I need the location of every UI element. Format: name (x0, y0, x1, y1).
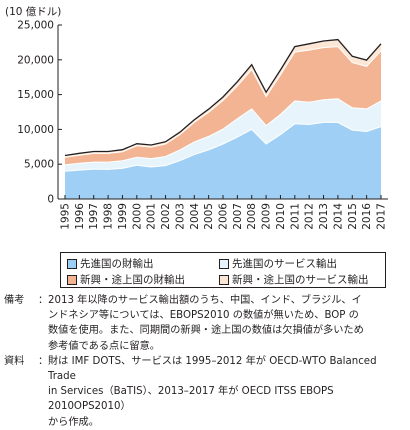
x-tick-label: 2007 (232, 203, 244, 230)
x-tick-label: 2006 (218, 203, 230, 230)
note-separator: ： (38, 355, 49, 367)
legend-label: 先進国の財輸出 (80, 258, 154, 270)
note-text: 2013 年以降のサービス輸出額のうち、中国、インド、ブラジル、イ ンドネシア等に… (48, 293, 406, 354)
note-line: 2013 年以降のサービス輸出額のうち、中国、インド、ブラジル、イ (48, 295, 362, 306)
y-tick-label: 0 (47, 194, 54, 206)
x-tick-label: 2000 (131, 203, 143, 230)
legend-label: 先進国のサービス輸出 (232, 258, 337, 270)
x-tick-label: 2014 (332, 203, 344, 230)
y-tick-label: 5,000 (24, 159, 54, 171)
x-tick-label: 2004 (189, 203, 201, 230)
note-text: 財は IMF DOTS、サービスは 1995–2012 年が OECD-WTO … (48, 354, 406, 430)
legend-label: 新興・途上国の財輸出 (80, 274, 185, 286)
legend-item: 先進国の財輸出 (67, 256, 154, 271)
series-line-3 (64, 38, 382, 157)
legend-swatch (219, 258, 229, 269)
note-line: 参考値である点に留意。 (48, 340, 160, 352)
area-series-0 (65, 122, 381, 199)
area-series-2 (65, 46, 381, 165)
x-tick-label: 2011 (289, 203, 301, 230)
x-tick-label: 2016 (361, 203, 373, 230)
x-tick-label: 1998 (103, 203, 115, 230)
x-tick-label: 2003 (174, 203, 186, 230)
note-line: から作成。 (48, 416, 99, 428)
x-tick-label: 2002 (160, 203, 172, 230)
legend-swatch (67, 258, 77, 269)
y-tick-label: 25,000 (17, 20, 54, 32)
series-line-0 (64, 121, 382, 172)
x-tick-label: 2005 (203, 203, 215, 230)
x-tick-label: 2009 (261, 203, 273, 230)
x-tick-label: 2017 (376, 203, 388, 230)
note-label: 備考 (4, 295, 25, 306)
note-line: 財は IMF DOTS、サービスは 1995–2012 年が OECD-WTO … (48, 355, 377, 383)
note-line: ンドネシア等については、EBOPS2010 の数値が無いため、BOP の (48, 310, 359, 322)
area-series-3 (65, 39, 381, 158)
x-tick-label: 1995 (60, 203, 72, 230)
legend-item: 新興・途上国のサービス輸出 (219, 272, 369, 287)
x-tick-label: 2015 (347, 203, 359, 230)
x-tick-label: 2012 (304, 203, 316, 230)
series-line-2 (64, 46, 382, 158)
note-label: 資料 (4, 355, 25, 367)
y-unit-label: (10 億ドル) (5, 5, 61, 18)
series-line-1 (64, 98, 382, 166)
y-tick-label: 20,000 (17, 54, 54, 66)
note-0: 備考 ： 2013 年以降のサービス輸出額のうち、中国、インド、ブラジル、イ ンドネシ… (4, 293, 406, 354)
x-tick-label: 1999 (117, 203, 129, 230)
legend-item: 先進国のサービス輸出 (219, 256, 337, 271)
notes: 備考： 2013 年以降のサービス輸出額のうち、中国、インド、ブラジル、イ ンドネシ… (4, 293, 406, 430)
x-tick-label: 1997 (88, 203, 100, 230)
y-tick-label: 10,000 (17, 124, 54, 136)
x-tick-label: 2010 (275, 203, 287, 230)
x-tick-label: 1996 (74, 203, 86, 230)
chart-areas (64, 38, 382, 199)
note-line: 数値を使用。また、同期間の新興・途上国の数値は欠損値が多いため (48, 325, 364, 337)
x-tick-label: 2013 (318, 203, 330, 230)
legend: 先進国の財輸出 先進国のサービス輸出新興・途上国の財輸出 新興・途上国のサービス輸出 (60, 252, 386, 288)
legend-swatch (67, 274, 77, 285)
legend-swatch (219, 274, 229, 285)
legend-item: 新興・途上国の財輸出 (67, 272, 185, 287)
note-1: 資料 ：財は IMF DOTS、サービスは 1995–2012 年が OECD-W… (4, 354, 406, 430)
y-tick-label: 15,000 (17, 89, 54, 101)
x-tick-label: 2001 (146, 203, 158, 230)
note-separator: ： (38, 295, 49, 306)
area-series-1 (65, 98, 381, 172)
note-line: in Services（BaTIS）、2013–2017 年が OECD ITS… (48, 386, 334, 413)
legend-label: 新興・途上国のサービス輸出 (232, 274, 369, 286)
x-tick-label: 2008 (246, 203, 258, 230)
